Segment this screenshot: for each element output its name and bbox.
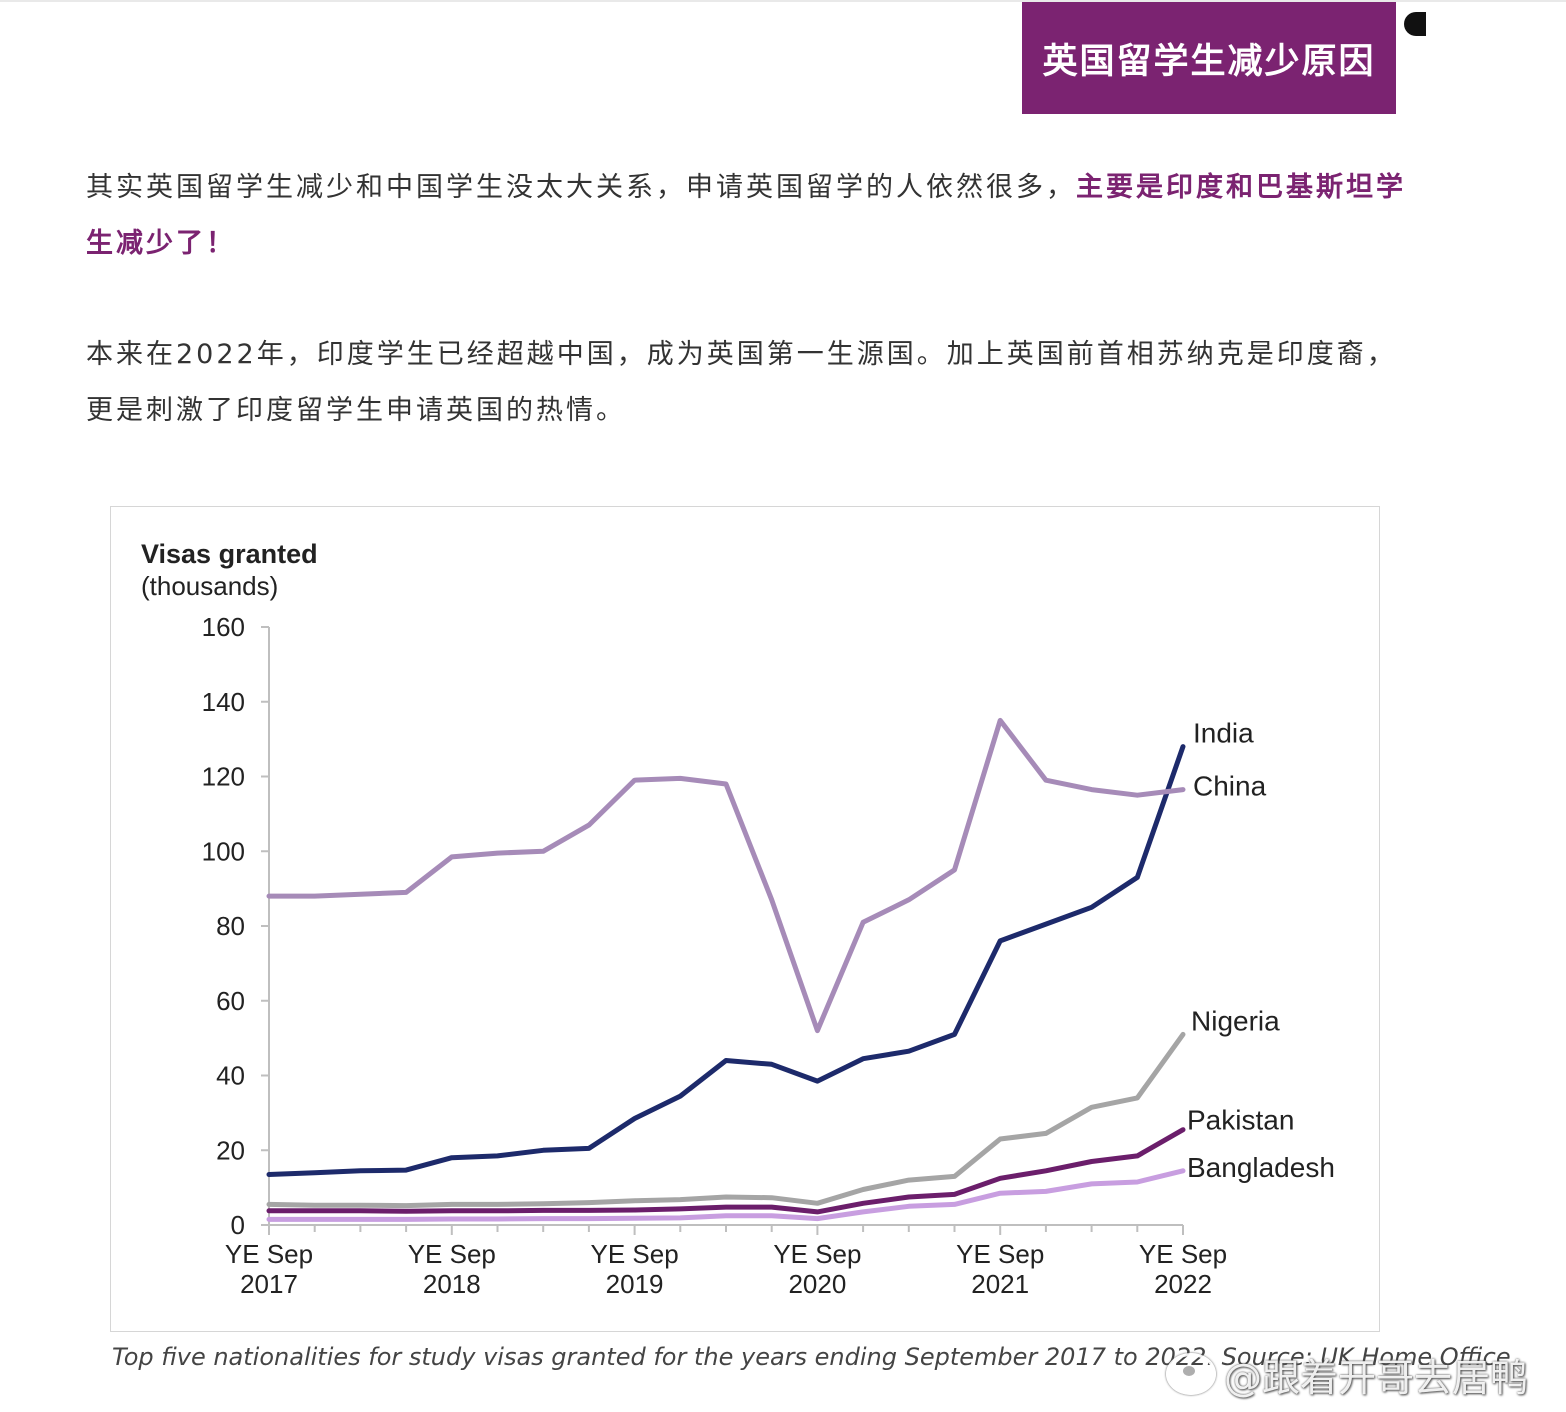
watermark-text: @跟着开哥去居鸭	[1224, 1355, 1529, 1400]
series-label-india: India	[1193, 718, 1254, 749]
y-tick-label: 40	[216, 1061, 245, 1091]
series-label-nigeria: Nigeria	[1191, 1005, 1280, 1036]
series-label-china: China	[1193, 771, 1267, 802]
x-tick-label: YE Sep	[408, 1239, 496, 1269]
paragraph-2: 本来在2022年，印度学生已经超越中国，成为英国第一生源国。加上英国前首相苏纳克…	[86, 339, 1397, 426]
x-tick-label-year: 2019	[606, 1269, 664, 1299]
section-title-banner: 英国留学生减少原因	[1022, 2, 1396, 114]
x-tick-label-year: 2017	[240, 1269, 298, 1299]
y-tick-label: 60	[216, 986, 245, 1016]
series-label-bangladesh: Bangladesh	[1187, 1152, 1335, 1183]
series-line-nigeria	[266, 1031, 1186, 1209]
x-tick-label: YE Sep	[773, 1239, 861, 1269]
x-tick-label-year: 2018	[423, 1269, 481, 1299]
y-tick-label: 80	[216, 911, 245, 941]
y-axis-title: Visas granted	[141, 539, 318, 569]
x-tick-label: YE Sep	[591, 1239, 679, 1269]
chart-svg: Visas granted (thousands) 0 20 40 60 80 100 12…	[141, 539, 1335, 1299]
paragraph-1-highlight: 主要是印度和巴基斯坦学生减少了！	[86, 172, 1406, 259]
top-divider	[0, 0, 1566, 2]
x-tick-label: YE Sep	[225, 1239, 313, 1269]
corner-dot-decoration	[1404, 12, 1426, 36]
series-label-pakistan: Pakistan	[1187, 1105, 1294, 1136]
y-tick-label: 140	[202, 687, 245, 717]
x-tick-label-year: 2022	[1154, 1269, 1212, 1299]
series-line-china	[266, 717, 1186, 1034]
y-tick-label: 0	[231, 1210, 245, 1240]
weibo-logo-icon	[1166, 1353, 1216, 1395]
x-tick-label: YE Sep	[956, 1239, 1044, 1269]
visa-chart: Visas granted (thousands) 0 20 40 60 80 100 12…	[110, 506, 1380, 1332]
series-line-india	[266, 744, 1186, 1177]
y-tick-label: 20	[216, 1135, 245, 1165]
paragraph-1: 其实英国留学生减少和中国学生没太大关系，申请英国留学的人依然很多，主要是印度和巴…	[86, 160, 1406, 272]
chart-caption: Top five nationalities for study visas g…	[112, 1343, 1511, 1371]
y-axis-subtitle: (thousands)	[141, 571, 278, 601]
paragraph-1-text: 其实英国留学生减少和中国学生没太大关系，申请英国留学的人依然很多，	[86, 172, 1076, 203]
watermark: @跟着开哥去居鸭	[1166, 1348, 1528, 1400]
series-line-bangladesh	[266, 1168, 1186, 1222]
y-tick-label: 160	[202, 612, 245, 642]
y-tick-label: 100	[202, 836, 245, 866]
x-tick-label-year: 2020	[788, 1269, 846, 1299]
y-tick-label: 120	[202, 762, 245, 792]
series-line-pakistan	[266, 1127, 1186, 1215]
x-tick-label-year: 2021	[971, 1269, 1029, 1299]
x-tick-label: YE Sep	[1139, 1239, 1227, 1269]
